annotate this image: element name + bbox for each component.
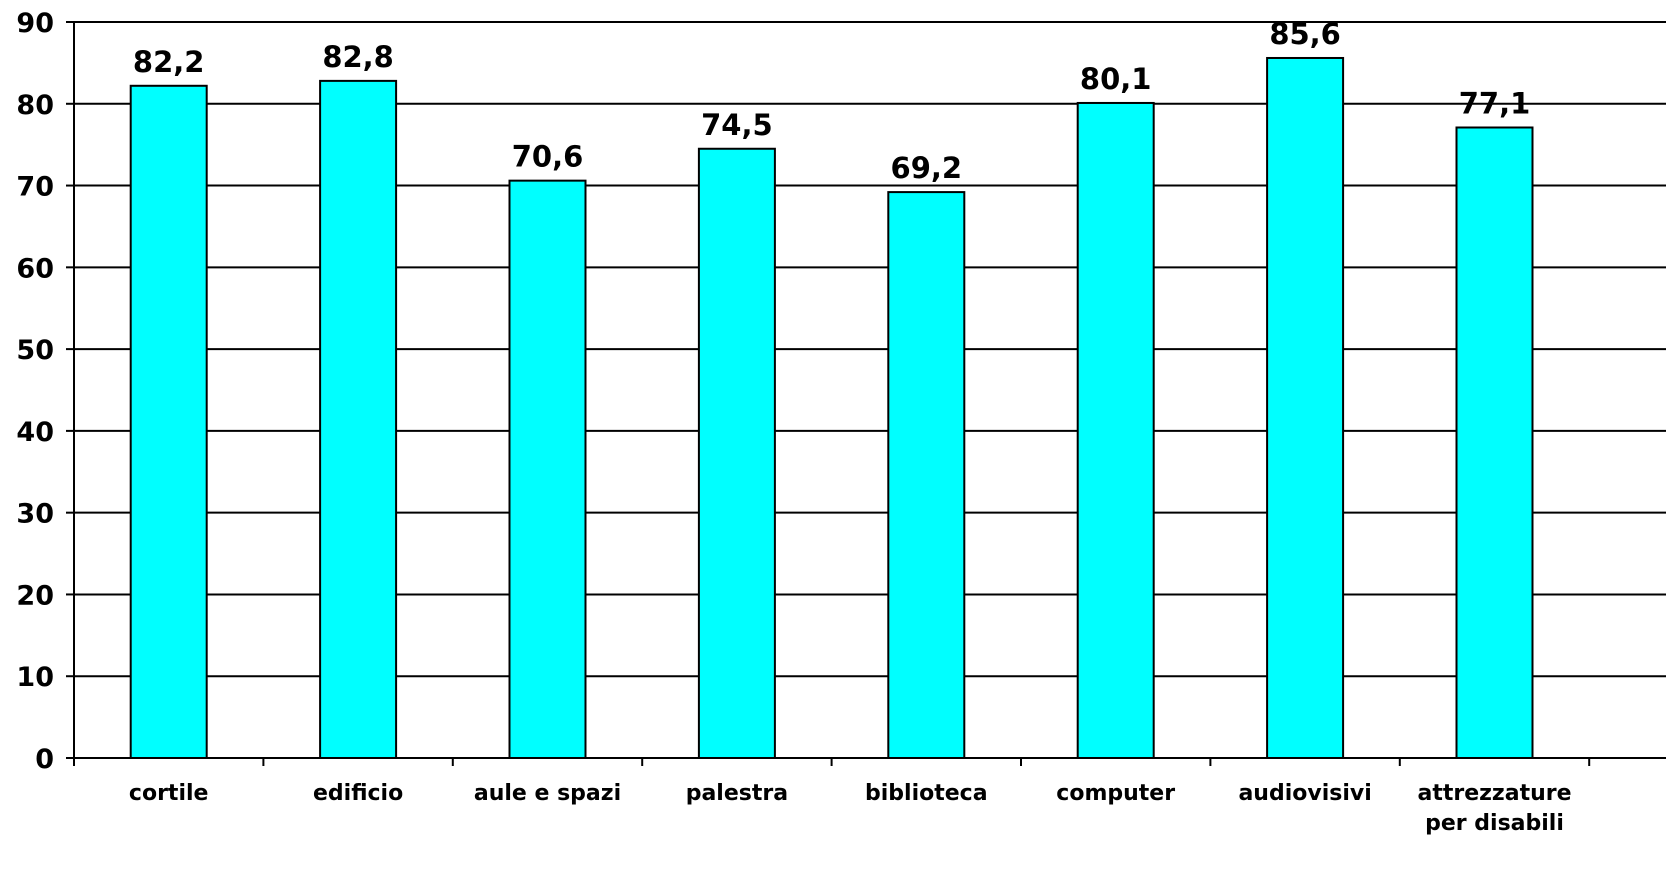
labels: 0 10 20 30 40 50 60 70 80 90 82,2 cortile 82,8 edific… [16,8,1571,836]
x-tick-label-1: edificio [313,781,403,806]
gridlines [74,21,1666,678]
y-tick-label-40: 40 [16,417,54,448]
value-label-4: 69,2 [891,151,963,185]
bar-0 [129,84,208,759]
x-tick-label-3: palestra [686,781,788,806]
y-tick-label-0: 0 [35,744,54,775]
y-tick-label-60: 60 [16,253,54,284]
x-tick-label-7-1: per disabili [1425,811,1564,836]
y-tick-label-20: 20 [16,580,54,611]
value-label-2: 70,6 [512,140,584,174]
y-tick-label-50: 50 [16,335,54,366]
value-label-3: 74,5 [701,108,773,142]
bars [129,56,1534,760]
bar-7 [1455,126,1534,759]
x-tick-label-4: biblioteca [865,781,988,806]
bar-3 [697,147,776,759]
value-label-5: 80,1 [1080,62,1152,96]
bar-6 [1266,56,1345,759]
x-tick-label-0: cortile [129,781,209,806]
y-tick-label-30: 30 [16,499,54,530]
x-tick-label-6: audiovisivi [1238,781,1371,806]
value-label-0: 82,2 [133,45,205,79]
bar-5 [1076,101,1155,759]
y-tick-label-90: 90 [16,8,54,39]
y-tick-label-80: 80 [16,90,54,121]
value-label-7: 77,1 [1459,86,1531,120]
y-tick-label-10: 10 [16,662,54,693]
x-tick-label-5: computer [1056,781,1175,806]
bar-2 [508,179,587,760]
value-label-6: 85,6 [1269,17,1341,51]
x-tick-label-7-0: attrezzature [1417,781,1571,806]
axes [66,21,1666,766]
x-tick-label-2: aule e spazi [474,781,621,806]
bar-1 [319,79,398,759]
value-label-1: 82,8 [322,40,394,74]
bar-4 [887,191,966,759]
y-tick-label-70: 70 [16,172,54,203]
